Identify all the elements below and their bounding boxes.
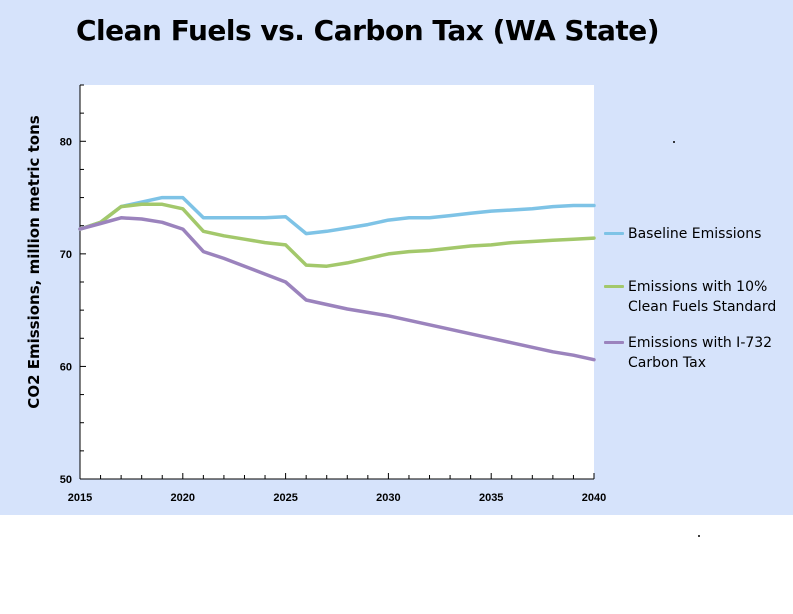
y-tick-label: 60 [60,361,72,373]
y-tick-label: 70 [60,249,72,261]
x-tick-label: 2025 [273,492,297,504]
stray-dot [698,535,700,537]
legend-label-carbon-tax: Emissions with I-732 Carbon Tax [628,335,773,371]
legend-swatch-clean-fuels [604,285,624,288]
x-tick-label: 2020 [171,492,195,504]
legend-item-clean-fuels: Emissions with 10% Clean Fuels Standard [604,277,793,317]
legend-swatch-carbon-tax [604,341,624,344]
legend-label-clean-fuels: Emissions with 10% Clean Fuels Standard [628,279,777,315]
x-tick-label: 2035 [479,492,503,504]
chart-title: Clean Fuels vs. Carbon Tax (WA State) [76,14,660,47]
series-line-3 [78,216,596,362]
series-line-2 [78,202,596,268]
series-layer [78,195,596,362]
legend-item-carbon-tax: Emissions with I-732 Carbon Tax [604,333,793,373]
plot-area [80,85,594,479]
x-tick-label: 2015 [68,492,92,504]
stray-dot [673,141,675,143]
axes: 50 60 70 80 2015 2020 2025 2030 2035 2040 [60,84,606,504]
y-tick-label: 80 [60,136,72,148]
series-line-1 [78,195,596,236]
legend-label-baseline: Baseline Emissions [628,226,762,242]
legend-swatch-baseline [604,232,624,235]
x-tick-label: 2030 [376,492,400,504]
x-tick-label: 2040 [582,492,606,504]
y-tick-label: 50 [60,474,72,486]
legend-item-baseline: Baseline Emissions [604,224,793,244]
